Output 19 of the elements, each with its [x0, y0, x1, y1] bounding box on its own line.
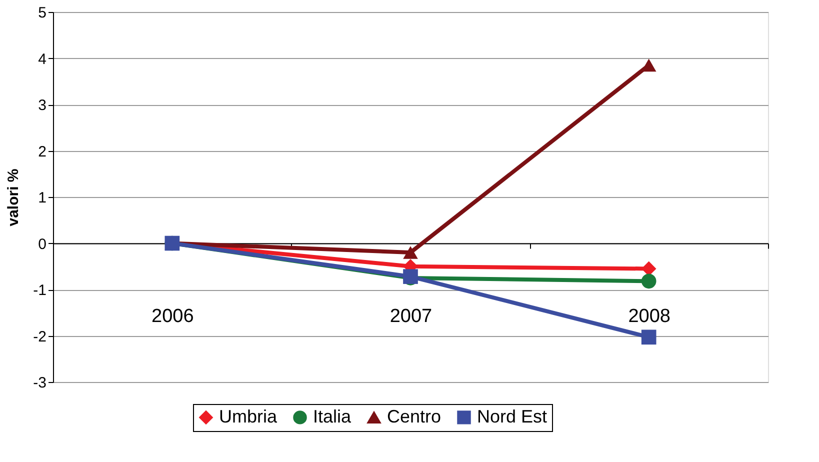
- legend-label: Italia: [313, 406, 352, 426]
- y-axis-title: valori %: [5, 168, 22, 226]
- y-tick-label: 5: [38, 4, 46, 22]
- y-tick-label: 4: [38, 50, 46, 68]
- y-tick-label: -2: [33, 328, 46, 346]
- x-tick-label: 2006: [152, 306, 194, 327]
- x-tick-label: 2007: [390, 306, 432, 327]
- point: [641, 274, 656, 289]
- y-tick-label: 1: [38, 190, 46, 206]
- x-tick-label: 2008: [628, 306, 670, 327]
- y-tick-label: 0: [38, 236, 46, 253]
- y-tick-label: 2: [38, 143, 46, 160]
- legend-label: Centro: [387, 406, 442, 426]
- point: [641, 330, 656, 345]
- y-tick-label: 3: [38, 97, 46, 114]
- y-tick-label: -1: [33, 282, 46, 299]
- y-tick-label: -3: [33, 374, 46, 392]
- legend-label: Umbria: [219, 406, 278, 426]
- legend-label: Nord Est: [477, 406, 548, 426]
